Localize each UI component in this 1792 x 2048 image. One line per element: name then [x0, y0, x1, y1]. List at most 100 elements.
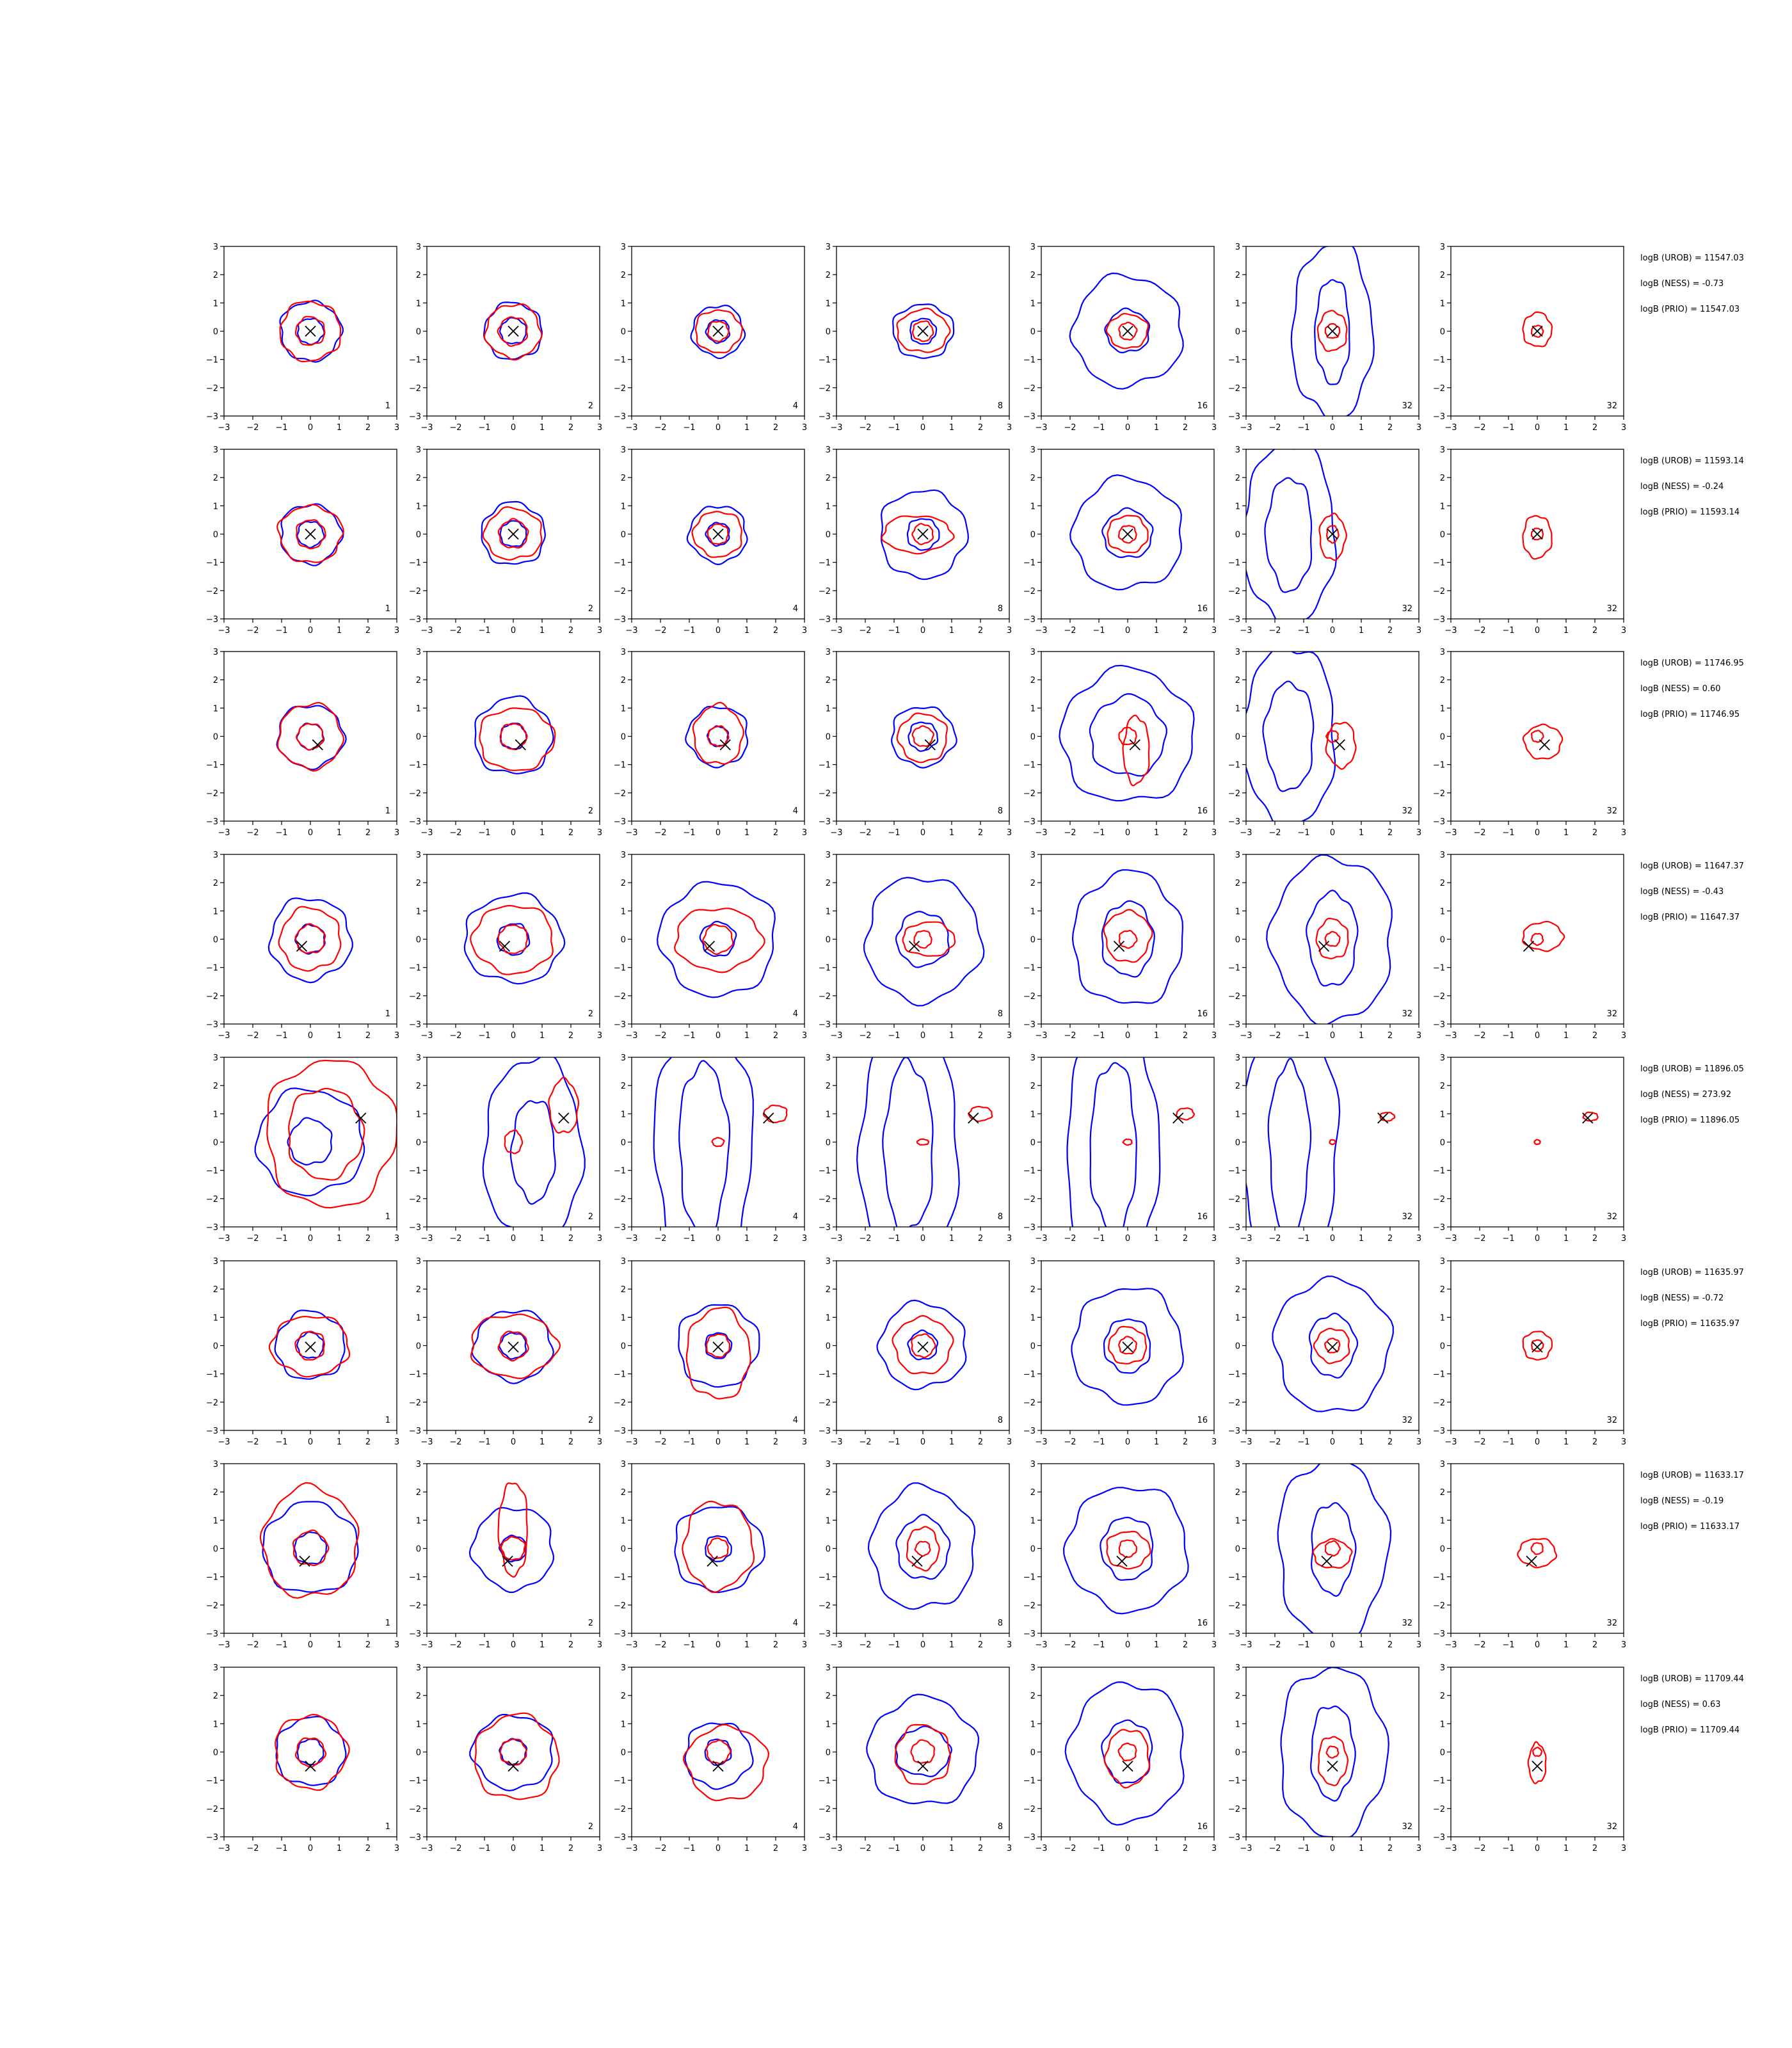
- x-tick-label: −1: [1297, 1640, 1309, 1650]
- x-tick-label: −1: [275, 1640, 287, 1650]
- y-tick-label: −1: [1433, 356, 1445, 365]
- y-tick-label: −1: [1023, 1370, 1036, 1380]
- panel-r5-c5: −3−3 −2 −2 −1 −1 0 0 1 1 2 2 3 3 16: [1023, 1053, 1217, 1244]
- panel-label: 4: [793, 1619, 798, 1628]
- contours: [276, 503, 344, 566]
- x-tick-label: −2: [654, 1031, 666, 1041]
- x-tick-label: −2: [859, 1844, 871, 1853]
- x-tick-label: 0: [1535, 1437, 1540, 1447]
- y-tick-label: 0: [1030, 1748, 1036, 1758]
- y-tick-label: 3: [826, 1663, 831, 1673]
- true-value-marker: [305, 528, 316, 540]
- y-tick-label: 2: [1030, 1692, 1036, 1701]
- axes-frame: [223, 651, 397, 822]
- red-contour-2: [497, 316, 529, 347]
- y-tick-label: 1: [213, 1110, 218, 1119]
- x-tick-label: −1: [275, 423, 287, 433]
- y-tick-label: 2: [1235, 271, 1240, 280]
- y-tick-label: −2: [819, 1398, 831, 1408]
- x-tick-label: −2: [859, 423, 871, 433]
- panel-r1-c4: −3−3 −2 −2 −1 −1 0 0 1 1 2 2 3 3 8: [819, 243, 1012, 433]
- x-tick-label: −1: [1297, 626, 1309, 636]
- y-tick-label: 3: [416, 445, 421, 455]
- y-tick-label: 3: [1235, 243, 1240, 252]
- red-contour-2: [294, 316, 326, 346]
- x-tick-label: 3: [1621, 828, 1626, 838]
- y-tick-label: 3: [416, 1663, 421, 1673]
- true-value-marker: [1539, 739, 1550, 751]
- x-tick-label: −3: [1035, 1437, 1047, 1447]
- panel-r3-c3: −3−3 −2 −2 −1 −1 0 0 1 1 2 2 3 3 4: [614, 648, 807, 838]
- x-tick-label: 3: [1416, 1031, 1421, 1041]
- x-tick-label: 3: [1212, 828, 1217, 838]
- blue-contour-1: [468, 1507, 554, 1593]
- y-tick-label: −1: [614, 1167, 626, 1176]
- red-contour-2: [1530, 932, 1544, 947]
- x-tick-label: 3: [802, 828, 807, 838]
- red-contour-1: [1317, 1736, 1349, 1786]
- axes-frame: [1450, 1057, 1624, 1228]
- true-value-marker: [968, 1112, 979, 1124]
- blue-contour-2: [882, 1057, 934, 1227]
- y-tick-label: 3: [1440, 1460, 1445, 1469]
- y-tick-label: −2: [819, 992, 831, 1002]
- y-tick-label: 2: [213, 1285, 218, 1295]
- y-tick-label: 2: [1440, 1488, 1445, 1498]
- y-tick-label: 2: [416, 271, 421, 280]
- x-tick-label: 2: [365, 1437, 371, 1447]
- red-contour-1: [673, 908, 765, 973]
- blue-contour-2: [1101, 900, 1155, 978]
- panel-r5-c2: −3−3 −2 −2 −1 −1 0 0 1 1 2 2 3 3 2: [409, 1053, 602, 1244]
- red-contour-2: [1329, 1139, 1336, 1146]
- x-tick-label: −1: [1092, 1844, 1105, 1853]
- x-tick-label: −3: [1035, 1844, 1047, 1853]
- y-tick-label: 1: [621, 299, 626, 308]
- x-tick-label: −1: [1297, 1844, 1309, 1853]
- red-contour-2: [296, 723, 324, 751]
- blue-contour-1: [1069, 272, 1184, 390]
- y-tick-label: 2: [213, 1488, 218, 1498]
- panel-r1-c6: −3−3 −2 −2 −1 −1 0 0 1 1 2 2 3 3 32: [1228, 243, 1421, 433]
- blue-contour-1: [1272, 1276, 1394, 1412]
- y-tick-label: 0: [213, 1139, 218, 1148]
- true-value-marker: [502, 1555, 513, 1567]
- y-tick-label: 0: [1440, 936, 1445, 945]
- y-tick-label: 1: [1235, 1516, 1240, 1526]
- y-tick-label: −3: [819, 817, 831, 827]
- x-tick-label: 0: [511, 423, 516, 433]
- y-tick-label: 0: [1440, 328, 1445, 337]
- panel-label: 16: [1197, 1822, 1208, 1832]
- y-tick-label: 1: [213, 299, 218, 308]
- x-tick-label: −2: [1473, 1437, 1485, 1447]
- y-tick-label: −1: [1023, 964, 1036, 973]
- x-tick-label: 2: [773, 423, 778, 433]
- y-tick-label: −1: [819, 1573, 831, 1583]
- y-tick-label: 0: [1440, 1748, 1445, 1758]
- x-tick-label: 0: [511, 1234, 516, 1244]
- y-tick-label: −3: [1433, 615, 1445, 625]
- y-tick-label: 3: [1030, 445, 1036, 455]
- row-annotations: logB (UROB) = 11547.03 logB (NESS) = -0.7…: [1640, 253, 1744, 314]
- panel-label: 8: [998, 806, 1003, 816]
- true-value-marker: [508, 1760, 519, 1772]
- x-tick-label: 2: [978, 828, 983, 838]
- x-tick-label: 0: [716, 1234, 721, 1244]
- y-tick-label: 0: [213, 531, 218, 540]
- x-tick-label: −3: [830, 423, 842, 433]
- red-contour-1: [278, 906, 342, 972]
- y-tick-label: −1: [614, 964, 626, 973]
- y-tick-label: −1: [1228, 1573, 1240, 1583]
- x-tick-label: 2: [365, 626, 371, 636]
- red-contour-1: [1313, 1327, 1350, 1364]
- x-tick-label: 2: [365, 1234, 371, 1244]
- contours: [892, 303, 955, 359]
- x-tick-label: 0: [1125, 626, 1130, 636]
- x-tick-label: −3: [1444, 1234, 1457, 1244]
- y-tick-label: −1: [409, 1573, 421, 1583]
- x-tick-label: −2: [859, 1640, 871, 1650]
- blue-contour-2: [1104, 307, 1151, 354]
- x-tick-label: 2: [568, 1234, 573, 1244]
- y-tick-label: −2: [1433, 384, 1445, 394]
- logb-annotation-3: logB (PRIO) = 11709.44: [1640, 1725, 1740, 1735]
- red-contour-2: [1117, 525, 1137, 544]
